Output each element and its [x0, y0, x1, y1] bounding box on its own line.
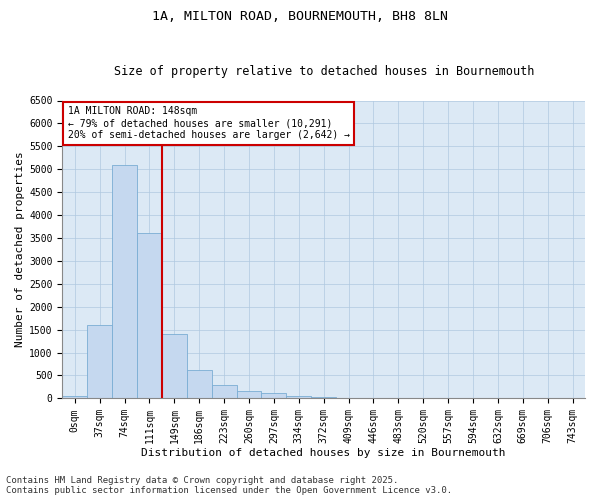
Title: Size of property relative to detached houses in Bournemouth: Size of property relative to detached ho… [113, 66, 534, 78]
Bar [212, 384, 236, 398]
X-axis label: Distribution of detached houses by size in Bournemouth: Distribution of detached houses by size … [142, 448, 506, 458]
Bar [262, 393, 286, 398]
Text: Contains HM Land Registry data © Crown copyright and database right 2025.
Contai: Contains HM Land Registry data © Crown c… [6, 476, 452, 495]
Bar [87, 325, 112, 398]
Bar [236, 390, 262, 398]
Bar [187, 370, 212, 398]
Bar [62, 396, 87, 398]
Bar [162, 334, 187, 398]
Text: 1A, MILTON ROAD, BOURNEMOUTH, BH8 8LN: 1A, MILTON ROAD, BOURNEMOUTH, BH8 8LN [152, 10, 448, 23]
Bar [137, 234, 162, 398]
Bar [286, 396, 311, 398]
Bar [112, 164, 137, 398]
Text: 1A MILTON ROAD: 148sqm
← 79% of detached houses are smaller (10,291)
20% of semi: 1A MILTON ROAD: 148sqm ← 79% of detached… [68, 106, 350, 140]
Y-axis label: Number of detached properties: Number of detached properties [15, 152, 25, 348]
